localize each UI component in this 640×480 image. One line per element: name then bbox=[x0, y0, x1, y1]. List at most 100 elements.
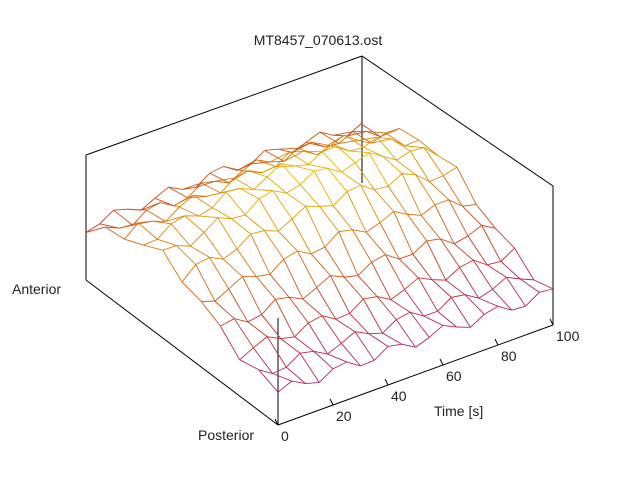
mesh-segment-position bbox=[228, 288, 249, 323]
mesh-segment-position bbox=[450, 297, 471, 328]
mesh-segment-position bbox=[305, 141, 326, 148]
mesh-segment-time bbox=[387, 173, 403, 187]
mesh-segment-time bbox=[341, 331, 356, 344]
mesh-segment-time bbox=[338, 229, 353, 233]
mesh-segment-position bbox=[363, 146, 383, 157]
mesh-segment-time bbox=[357, 261, 372, 276]
mesh-segment-time bbox=[481, 224, 496, 229]
mesh-segment-position bbox=[514, 247, 535, 281]
mesh-segment-position bbox=[327, 168, 348, 192]
mesh-segment-position bbox=[357, 275, 378, 297]
mesh-segment-time bbox=[253, 336, 268, 349]
mesh-segment-position bbox=[390, 299, 411, 313]
mesh-segment-position bbox=[448, 199, 469, 237]
mesh-segment-time bbox=[415, 336, 430, 348]
mesh-segment-position bbox=[242, 276, 263, 315]
mesh-segment-position bbox=[401, 173, 422, 216]
mesh-segment-time bbox=[313, 167, 328, 172]
mesh-segment-time bbox=[332, 361, 347, 370]
mesh-segment-position bbox=[253, 188, 273, 192]
mesh-segment-position bbox=[252, 347, 273, 374]
mesh-segment-time bbox=[470, 314, 485, 328]
mesh-segment-time bbox=[124, 222, 139, 240]
mesh-segment-time bbox=[464, 294, 479, 299]
mesh-segment-position bbox=[333, 131, 353, 136]
mesh-segment-time bbox=[366, 130, 381, 137]
mesh-segment-position bbox=[379, 222, 400, 260]
mesh-segment-time bbox=[239, 347, 254, 361]
mesh-segment-position bbox=[182, 182, 202, 190]
mesh-segment-position bbox=[324, 246, 345, 278]
mesh-segment-position bbox=[385, 254, 405, 290]
mesh-segment-time bbox=[299, 170, 315, 186]
box-top-back-right bbox=[361, 55, 554, 187]
mesh-segment-time bbox=[113, 208, 128, 211]
mesh-segment-position bbox=[277, 230, 298, 252]
mesh-segment-time bbox=[231, 214, 246, 220]
mesh-segment-position bbox=[181, 281, 202, 302]
mesh-segment-time bbox=[371, 254, 386, 263]
mesh-segment-time bbox=[358, 139, 372, 144]
mesh-segment-time bbox=[308, 315, 323, 324]
mesh-segment-time bbox=[539, 288, 554, 293]
mesh-segment-time bbox=[396, 150, 411, 161]
mesh-segment-time bbox=[407, 213, 422, 216]
mesh-segment-position bbox=[215, 177, 235, 182]
mesh-segment-time bbox=[280, 336, 295, 340]
mesh-segment-time bbox=[325, 143, 340, 148]
mesh-segment-position bbox=[272, 373, 292, 382]
mesh-segment-time bbox=[278, 148, 293, 153]
mesh-segment-position bbox=[341, 171, 362, 186]
mesh-segment-position bbox=[313, 351, 334, 370]
mesh-segment-position bbox=[437, 310, 458, 328]
mesh-segment-time bbox=[412, 240, 427, 255]
mesh-segment-time bbox=[355, 152, 370, 164]
mesh-segment-position bbox=[311, 141, 331, 146]
mesh-segment-time bbox=[236, 233, 252, 250]
mesh-segment-position bbox=[434, 204, 455, 245]
mesh-segment-time bbox=[228, 276, 243, 290]
mesh-segment-position bbox=[137, 222, 158, 240]
mesh-segment-position bbox=[440, 238, 460, 268]
mesh-segment-position bbox=[162, 249, 183, 283]
mesh-segment-time bbox=[363, 296, 378, 300]
box-bottom-time-axis bbox=[277, 324, 554, 426]
mesh-segment-time bbox=[195, 256, 210, 265]
time-tick-label: 60 bbox=[446, 368, 462, 384]
mesh-segment-time bbox=[415, 174, 430, 183]
mesh-segment-position bbox=[261, 163, 282, 174]
mesh-segment-time bbox=[396, 311, 411, 321]
mesh-segment-position bbox=[481, 225, 502, 262]
mesh-segment-time bbox=[220, 318, 235, 327]
mesh-segment-time bbox=[360, 184, 375, 191]
mesh-segment-position bbox=[275, 165, 295, 168]
mesh-segment-time bbox=[373, 346, 389, 361]
mesh-segment-time bbox=[275, 296, 290, 300]
mesh-segment-position bbox=[269, 274, 290, 298]
mesh-segment-position bbox=[242, 170, 262, 174]
mesh-segment-time bbox=[181, 264, 197, 283]
mesh-segment-time bbox=[404, 277, 419, 290]
mesh-segment-time bbox=[445, 267, 460, 281]
mesh-segment-time bbox=[401, 173, 416, 176]
mesh-segment-time bbox=[270, 160, 284, 163]
mesh-segment-time bbox=[354, 331, 369, 335]
mesh-segment-position bbox=[500, 261, 521, 280]
mesh-segment-position bbox=[417, 277, 438, 312]
mesh-segment-position bbox=[278, 147, 298, 150]
mesh-segment-time bbox=[253, 176, 268, 190]
mesh-segment-time bbox=[385, 254, 400, 260]
mesh-segment-time bbox=[500, 247, 515, 262]
mesh-segment-time bbox=[346, 184, 361, 192]
surface-mesh bbox=[85, 123, 554, 393]
mesh-segment-position bbox=[464, 294, 485, 315]
mesh-segment-time bbox=[215, 180, 230, 184]
box-bottom-left-axis bbox=[85, 279, 279, 426]
mesh-segment-position bbox=[426, 240, 447, 281]
mesh-segment-time bbox=[399, 253, 414, 260]
mesh-segment-position bbox=[533, 279, 554, 290]
mesh-segment-position bbox=[313, 170, 334, 206]
mesh-segment-position bbox=[124, 238, 144, 246]
mesh-segment-position bbox=[294, 165, 315, 172]
mesh-segment-time bbox=[520, 278, 534, 281]
